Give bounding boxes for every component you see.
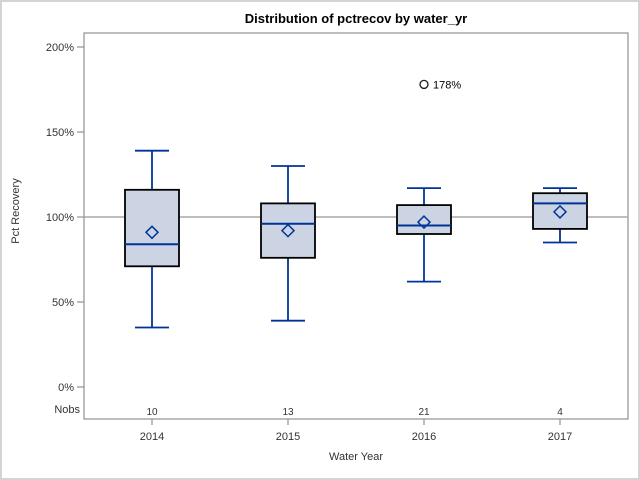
mean-diamond-2015 bbox=[280, 223, 296, 238]
y-tick-label: 0% bbox=[58, 382, 74, 394]
x-tick-label-2016: 2016 bbox=[412, 431, 436, 443]
x-tick-label-2014: 2014 bbox=[140, 431, 164, 443]
chart-title: Distribution of pctrecov by water_yr bbox=[244, 11, 468, 26]
nobs-value-2017: 4 bbox=[557, 407, 563, 418]
mean-diamond-2016 bbox=[416, 215, 432, 230]
nobs-value-2015: 13 bbox=[282, 407, 294, 418]
x-tick-label-2017: 2017 bbox=[548, 431, 572, 443]
mean-diamond-2014 bbox=[144, 225, 160, 240]
outlier-2016 bbox=[419, 79, 429, 90]
outlier-label-2016: 178% bbox=[433, 79, 461, 91]
nobs-value-2016: 21 bbox=[418, 407, 430, 418]
box-2014 bbox=[124, 188, 180, 268]
x-axis-title: Water Year bbox=[328, 451, 383, 463]
mean-diamond-2017 bbox=[552, 204, 568, 219]
box-2017 bbox=[532, 192, 588, 230]
x-tick-label-2015: 2015 bbox=[276, 431, 300, 443]
y-tick-label: 200% bbox=[46, 42, 74, 54]
box-2016 bbox=[396, 204, 452, 235]
nobs-value-2014: 10 bbox=[146, 407, 158, 418]
box-2015 bbox=[260, 202, 316, 259]
y-tick-label: 50% bbox=[52, 297, 74, 309]
y-tick-label: 100% bbox=[46, 212, 74, 224]
plot-frame bbox=[83, 32, 629, 420]
nobs-row-label: Nobs bbox=[54, 404, 80, 416]
y-tick-label: 150% bbox=[46, 127, 74, 139]
